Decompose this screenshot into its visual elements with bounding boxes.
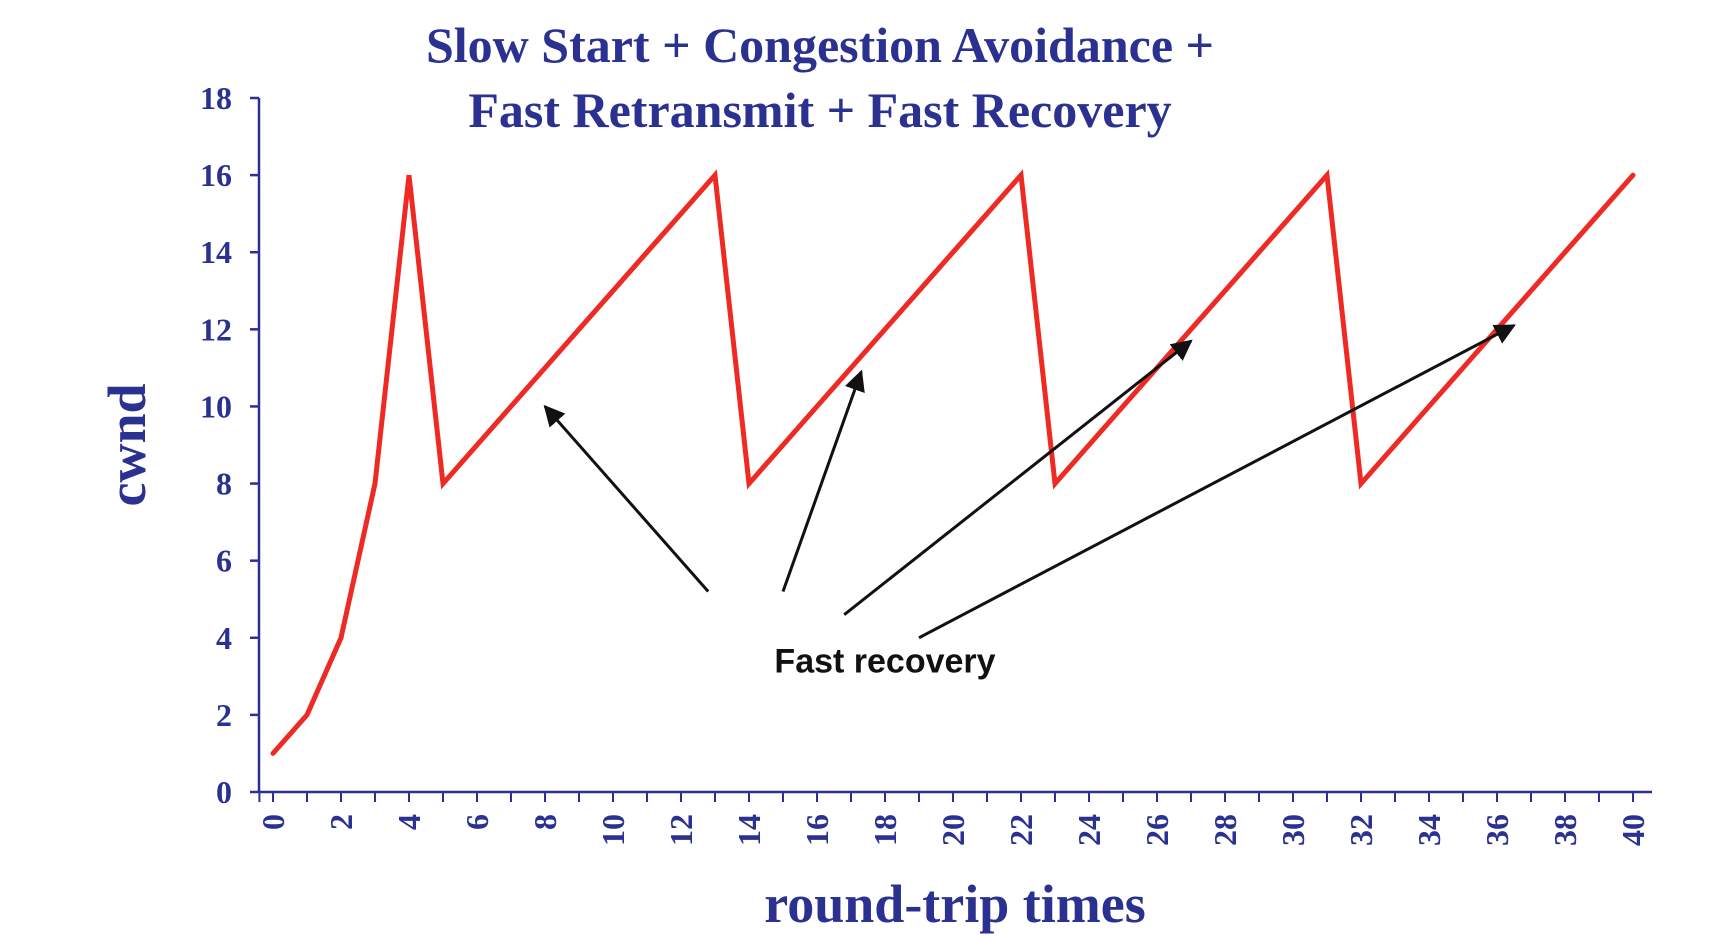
x-tick-label: 6 [459, 814, 495, 830]
x-axis-label: round-trip times [764, 874, 1146, 934]
annotation-arrow [918, 324, 1516, 640]
x-tick-label: 14 [731, 814, 767, 846]
y-tick-label: 2 [216, 697, 232, 733]
annotation-arrow [843, 339, 1193, 616]
y-tick-label: 8 [216, 466, 232, 502]
x-tick-label: 0 [255, 814, 291, 830]
x-tick-label: 12 [663, 814, 699, 846]
y-tick-label: 16 [200, 157, 232, 193]
y-tick-label: 14 [200, 234, 232, 270]
annotation-label: Fast recovery [774, 642, 995, 680]
x-tick-label: 22 [1003, 814, 1039, 846]
annotation-arrow [781, 369, 865, 593]
x-tick-label: 2 [323, 814, 359, 830]
x-tick-label: 40 [1615, 814, 1651, 846]
y-ticks: 0 2 4 6 8 10 12 14 16 18 [200, 80, 259, 810]
cwnd-series-line [270, 169, 1636, 756]
x-ticks: 0 2 4 6 8 10 12 14 16 18 20 22 24 26 28 30 32 34 36 38 40 [255, 792, 1651, 846]
x-tick-label: 28 [1207, 814, 1243, 846]
x-tick-label: 18 [867, 814, 903, 846]
annotation-arrow [543, 404, 710, 593]
annotations: Fast recovery [543, 324, 1516, 680]
y-tick-label: 10 [200, 388, 232, 424]
y-axis-label: cwnd [97, 383, 157, 506]
chart-title-line-1: Slow Start + Congestion Avoidance + [426, 17, 1214, 73]
y-tick-label: 0 [216, 774, 232, 810]
x-tick-label: 10 [595, 814, 631, 846]
x-tick-label: 34 [1411, 814, 1447, 846]
x-tick-label: 26 [1139, 814, 1175, 846]
y-tick-label: 18 [200, 80, 232, 116]
x-tick-label: 20 [935, 814, 971, 846]
x-tick-label: 24 [1071, 814, 1107, 846]
series-layer [270, 169, 1636, 756]
y-tick-label: 6 [216, 543, 232, 579]
x-tick-label: 30 [1275, 814, 1311, 846]
x-tick-label: 16 [799, 814, 835, 846]
y-tick-label: 4 [216, 620, 232, 656]
y-tick-label: 12 [200, 311, 232, 347]
x-tick-label: 8 [527, 814, 563, 830]
x-tick-label: 32 [1343, 814, 1379, 846]
chart-title-line-2: Fast Retransmit + Fast Recovery [468, 82, 1171, 138]
x-tick-label: 36 [1479, 814, 1515, 846]
x-tick-label: 38 [1547, 814, 1583, 846]
axes [257, 98, 1652, 794]
x-tick-label: 4 [391, 814, 427, 830]
